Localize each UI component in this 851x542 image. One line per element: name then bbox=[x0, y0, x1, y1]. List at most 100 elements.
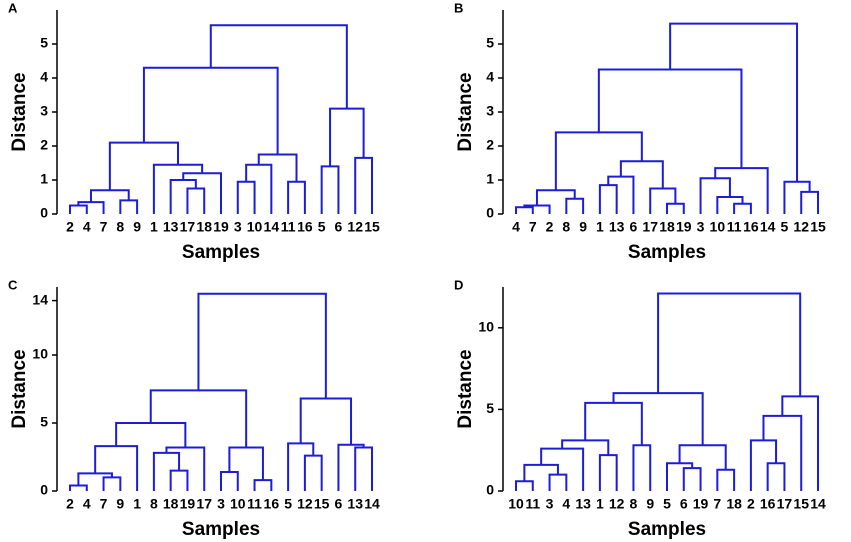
merge-link bbox=[197, 292, 327, 399]
leaf-label: 14 bbox=[264, 219, 280, 235]
merge-link bbox=[682, 467, 702, 491]
leaf-label: 5 bbox=[318, 219, 326, 235]
leaf-label: 17 bbox=[180, 219, 196, 235]
leaf-label: 1 bbox=[596, 219, 604, 235]
merge-link bbox=[299, 397, 353, 445]
x-axis-label: Samples bbox=[182, 242, 260, 263]
y-tick-label: 5 bbox=[486, 35, 494, 51]
merge-link bbox=[515, 480, 534, 491]
y-tick-label: 3 bbox=[486, 103, 494, 119]
merge-link bbox=[169, 179, 197, 214]
merge-link bbox=[649, 187, 677, 214]
leaf-label: 10 bbox=[247, 219, 263, 235]
leaf-label: 4 bbox=[512, 219, 520, 235]
panel-label: B bbox=[454, 0, 463, 15]
leaf-label: 12 bbox=[347, 219, 363, 235]
leaf-label: 13 bbox=[347, 496, 363, 512]
y-tick-label: 5 bbox=[40, 35, 48, 51]
leaf-label: 9 bbox=[646, 496, 654, 512]
y-axis-label: Distance bbox=[455, 349, 476, 428]
leaf-label: 2 bbox=[747, 496, 755, 512]
y-tick-label: 5 bbox=[486, 400, 494, 416]
merge-link bbox=[236, 180, 256, 214]
merge-link bbox=[584, 401, 643, 446]
leaf-label: 11 bbox=[525, 496, 540, 512]
leaf-label: 3 bbox=[697, 219, 705, 235]
leaf-label: 8 bbox=[562, 219, 570, 235]
merge-link bbox=[666, 462, 694, 491]
merge-link bbox=[714, 167, 769, 214]
merge-link bbox=[115, 422, 187, 448]
leaf-label: 16 bbox=[297, 219, 313, 235]
merge-link bbox=[152, 451, 181, 491]
merge-link bbox=[619, 160, 664, 189]
leaf-label: 2 bbox=[66, 496, 74, 512]
x-axis-label: Samples bbox=[628, 242, 706, 263]
merge-link bbox=[657, 292, 802, 397]
merge-link bbox=[186, 187, 206, 214]
y-tick-label: 10 bbox=[32, 346, 48, 362]
merge-link bbox=[716, 468, 736, 491]
leaf-label: 17 bbox=[777, 496, 793, 512]
y-axis-label: Distance bbox=[455, 72, 476, 151]
leaf-label: 1 bbox=[133, 496, 141, 512]
merge-link bbox=[303, 454, 323, 491]
merge-link bbox=[245, 163, 273, 214]
leaf-label: 2 bbox=[66, 219, 74, 235]
merge-link bbox=[766, 462, 786, 491]
leaf-label: 10 bbox=[710, 219, 726, 235]
leaf-label: 15 bbox=[364, 219, 380, 235]
y-tick-label: 0 bbox=[486, 205, 494, 221]
merge-link bbox=[257, 153, 298, 182]
merge-link bbox=[800, 190, 819, 214]
merge-link bbox=[320, 165, 340, 214]
merge-link bbox=[354, 446, 373, 491]
leaf-label: 1 bbox=[596, 496, 604, 512]
merge-link bbox=[354, 156, 373, 214]
merge-link bbox=[94, 445, 139, 491]
leaf-label: 12 bbox=[297, 496, 313, 512]
leaf-label: 4 bbox=[83, 496, 91, 512]
leaf-label: 3 bbox=[217, 496, 225, 512]
panel-label: C bbox=[8, 277, 18, 292]
y-tick-label: 3 bbox=[40, 103, 48, 119]
merge-link bbox=[598, 454, 618, 491]
merge-link bbox=[77, 201, 105, 214]
leaf-label: 9 bbox=[116, 496, 124, 512]
leaf-label: 8 bbox=[150, 496, 158, 512]
merge-link bbox=[119, 199, 139, 214]
merge-link bbox=[666, 202, 685, 214]
merge-link bbox=[337, 443, 365, 491]
merge-link bbox=[781, 395, 819, 491]
y-tick-label: 1 bbox=[486, 171, 494, 187]
merge-link bbox=[169, 469, 189, 491]
y-tick-label: 5 bbox=[40, 414, 48, 430]
leaf-label: 5 bbox=[781, 219, 789, 235]
leaf-label: 8 bbox=[116, 219, 124, 235]
leaf-label: 11 bbox=[727, 219, 742, 235]
merge-link bbox=[716, 196, 744, 214]
merge-link bbox=[540, 447, 585, 491]
leaf-label: 8 bbox=[630, 496, 638, 512]
leaf-label: 12 bbox=[793, 219, 809, 235]
merge-link bbox=[287, 180, 306, 214]
leaf-label: 14 bbox=[364, 496, 380, 512]
leaf-label: 3 bbox=[546, 496, 554, 512]
merge-link bbox=[733, 202, 752, 214]
leaf-label: 19 bbox=[693, 496, 709, 512]
merge-link bbox=[142, 66, 279, 155]
y-tick-label: 2 bbox=[486, 137, 494, 153]
leaf-label: 19 bbox=[676, 219, 692, 235]
y-tick-label: 0 bbox=[486, 482, 494, 498]
leaf-label: 13 bbox=[609, 219, 625, 235]
y-tick-label: 1 bbox=[40, 171, 48, 187]
merge-link bbox=[632, 444, 652, 491]
y-tick-label: 4 bbox=[486, 69, 494, 85]
leaf-label: 6 bbox=[680, 496, 688, 512]
leaf-label: 5 bbox=[663, 496, 671, 512]
leaf-label: 13 bbox=[163, 219, 179, 235]
leaf-label: 7 bbox=[529, 219, 537, 235]
